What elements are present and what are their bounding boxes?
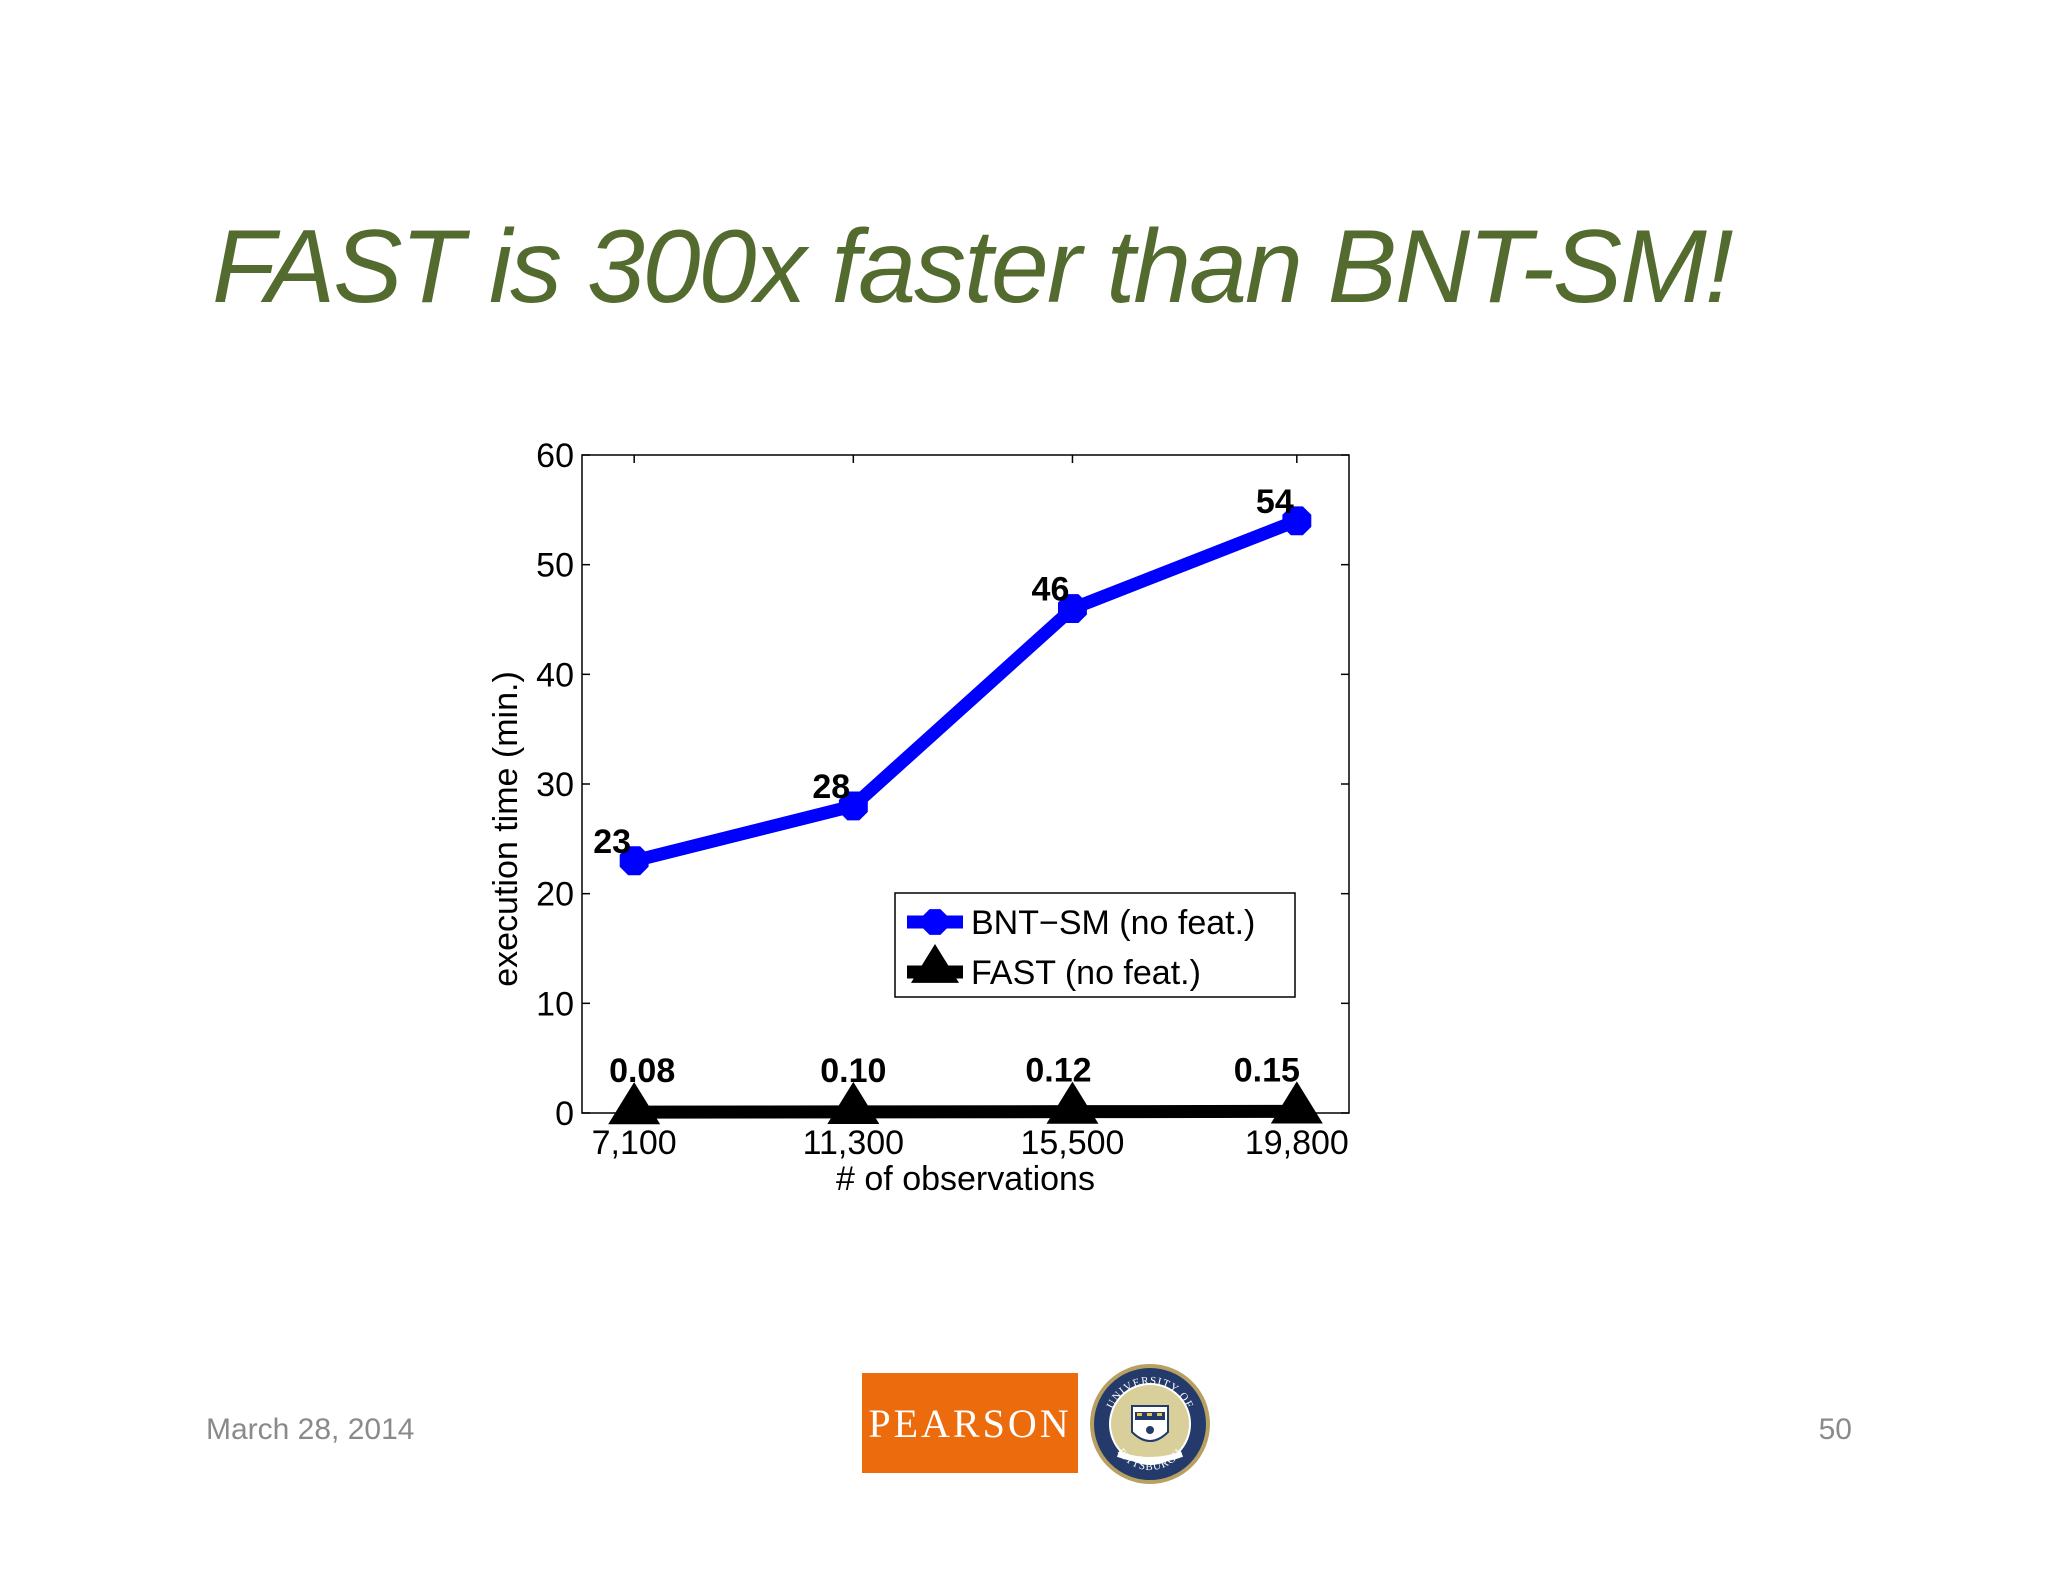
data-label-fast: 0.15 — [1234, 1051, 1300, 1089]
legend-label-bnt-sm: BNT−SM (no feat.) — [971, 904, 1255, 942]
y-axis-label: execution time (min.) — [487, 671, 525, 987]
data-point-bnt-sm — [838, 791, 868, 821]
y-tick-label: 30 — [536, 766, 574, 804]
x-tick-label: 15,500 — [1020, 1124, 1124, 1162]
x-tick-label: 19,800 — [1245, 1124, 1349, 1162]
data-label-bnt-sm: 46 — [1032, 571, 1070, 609]
pitt-seal-icon: UNIVERSITY OF PITTSBURGH — [1090, 1364, 1210, 1484]
data-label-fast: 0.10 — [820, 1052, 886, 1090]
series-line-bnt-sm — [627, 514, 1304, 868]
data-label-bnt-sm: 23 — [593, 823, 631, 861]
data-point-bnt-sm — [1282, 506, 1312, 536]
x-axis-label: # of observations — [836, 1160, 1095, 1198]
y-tick-label: 50 — [536, 547, 574, 585]
legend-marker-fast — [911, 944, 959, 983]
data-point-fast — [1270, 1081, 1323, 1124]
y-tick-label: 10 — [536, 985, 574, 1023]
data-point-fast — [827, 1081, 880, 1125]
data-label-fast: 0.08 — [609, 1052, 675, 1090]
series-line-fast — [627, 1104, 1304, 1119]
data-label-fast: 0.12 — [1025, 1052, 1091, 1090]
data-label-bnt-sm: 54 — [1256, 483, 1294, 521]
legend-marker-bnt-sm — [922, 909, 948, 935]
data-point-bnt-sm — [619, 846, 649, 876]
data-point-bnt-sm — [1058, 594, 1087, 623]
y-tick-label: 60 — [536, 437, 574, 475]
data-point-fast — [608, 1082, 661, 1125]
page-number: 50 — [1818, 1413, 1852, 1446]
footer-date: March 28, 2014 — [206, 1413, 415, 1446]
data-label-bnt-sm: 28 — [812, 768, 850, 806]
y-tick-label: 20 — [536, 876, 574, 914]
x-tick-label: 11,300 — [803, 1124, 904, 1162]
legend-label-fast: FAST (no feat.) — [971, 954, 1201, 992]
data-point-fast — [1046, 1081, 1099, 1124]
plot-area-frame — [581, 454, 1350, 1114]
legend-box — [894, 892, 1296, 998]
pearson-logo: PEARSON — [862, 1373, 1078, 1473]
y-tick-label: 40 — [536, 656, 574, 694]
x-tick-label: 7,100 — [592, 1124, 677, 1162]
y-tick-label: 0 — [555, 1095, 574, 1133]
slide-title: FAST is 300x faster than BNT-SM! — [212, 209, 1734, 325]
